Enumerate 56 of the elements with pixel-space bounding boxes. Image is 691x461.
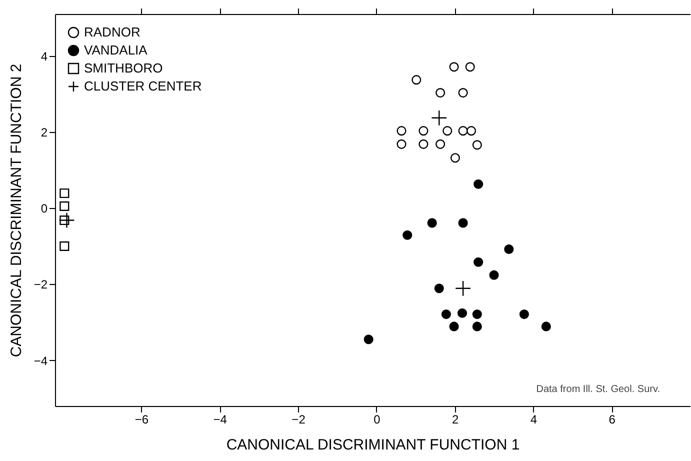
point — [60, 188, 70, 198]
y-tick-label: −2 — [34, 278, 48, 292]
legend-label: CLUSTER CENTER — [84, 78, 202, 94]
x-tick-label: 4 — [530, 412, 538, 426]
point — [418, 126, 428, 136]
point — [427, 218, 437, 228]
legend-label: SMITHBORO — [84, 60, 163, 76]
legend-label: VANDALIA — [84, 42, 148, 58]
x-tick-label: −2 — [292, 412, 306, 426]
point — [472, 140, 482, 150]
annotation: Data from Ill. St. Geol. Surv. — [536, 384, 660, 395]
point — [434, 284, 444, 294]
y-tick-label: −4 — [34, 354, 48, 368]
point — [436, 88, 446, 98]
point — [455, 280, 472, 296]
x-tick-label: 2 — [452, 412, 459, 426]
y-tick-label: 4 — [40, 49, 48, 64]
point — [396, 126, 406, 136]
point — [396, 139, 406, 149]
y-axis-title: CANONICAL DISCRIMINANT FUNCTION 2 — [8, 64, 25, 358]
point — [457, 308, 468, 318]
x-tick-label: 6 — [608, 412, 616, 426]
point — [450, 153, 460, 163]
point — [466, 126, 476, 136]
point — [458, 218, 468, 228]
point — [472, 322, 482, 332]
legend-label: RADNOR — [84, 24, 140, 40]
y-tick-label: 0 — [40, 202, 48, 216]
x-axis-title: CANONICAL DISCRIMINANT FUNCTION 1 — [226, 436, 520, 454]
x-tick-label: −4 — [213, 412, 228, 426]
point — [458, 126, 468, 136]
point — [541, 322, 551, 332]
point — [519, 310, 529, 320]
point — [465, 62, 475, 72]
point — [449, 62, 459, 72]
point — [402, 230, 412, 240]
point — [441, 310, 451, 320]
point — [436, 139, 446, 149]
point — [474, 179, 484, 189]
point — [58, 212, 75, 228]
point — [418, 139, 428, 149]
x-tick-label: −6 — [134, 412, 149, 426]
point — [504, 244, 514, 254]
point — [442, 126, 452, 136]
point — [412, 75, 422, 85]
point — [449, 322, 459, 332]
point — [458, 88, 468, 98]
point — [472, 310, 482, 320]
x-tick-label: 0 — [374, 412, 381, 426]
point — [60, 241, 70, 251]
point — [364, 334, 374, 344]
y-tick-label: 2 — [40, 125, 48, 140]
point — [474, 257, 484, 267]
point — [60, 201, 70, 211]
point — [431, 110, 448, 126]
point — [489, 270, 499, 280]
